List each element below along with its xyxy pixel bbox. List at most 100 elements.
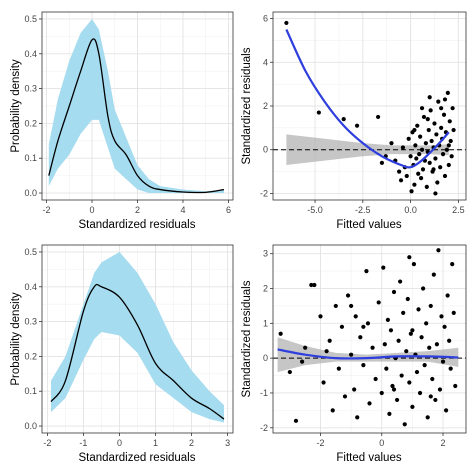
x-ticks-top-left: -2 0 2 4 6 <box>43 200 231 215</box>
y-tick-label: 0.4 <box>24 49 37 59</box>
data-point <box>421 286 426 291</box>
confidence-band <box>277 337 459 373</box>
data-point <box>361 324 366 329</box>
data-point <box>391 387 397 392</box>
x-tick-label: -1 <box>79 438 87 448</box>
data-point <box>397 169 402 174</box>
data-point <box>446 162 451 168</box>
data-point <box>426 127 431 133</box>
data-point <box>400 145 406 150</box>
data-point <box>318 314 323 319</box>
x-tick-label: 2.5 <box>452 205 465 215</box>
smooth-bottom-right <box>277 348 459 360</box>
data-point <box>293 418 299 423</box>
data-point <box>379 160 385 165</box>
data-point <box>448 138 453 144</box>
data-point <box>440 359 446 364</box>
data-point <box>399 373 404 378</box>
data-point <box>428 108 433 113</box>
data-point <box>341 117 346 122</box>
x-tick-label: 0 <box>90 205 95 215</box>
y-ticks-top-right: -2 0 2 4 6 <box>260 14 273 198</box>
data-point <box>342 394 348 399</box>
data-point <box>445 90 450 95</box>
data-point <box>354 123 360 128</box>
x-tick-label: 0.0 <box>404 205 417 215</box>
y-tick-label: -2 <box>260 188 268 198</box>
data-point <box>278 331 283 336</box>
x-tick-label: 6 <box>226 205 231 215</box>
x-tick-label: 3 <box>225 438 230 448</box>
data-point <box>448 366 453 371</box>
data-point <box>447 338 452 343</box>
data-point <box>446 143 451 148</box>
data-point <box>424 184 429 189</box>
data-point <box>370 345 375 350</box>
data-point <box>442 97 448 102</box>
data-point <box>416 307 421 312</box>
data-point <box>435 180 440 185</box>
data-point <box>404 173 409 179</box>
x-ticks-bottom-left: -2 -1 0 1 2 3 <box>43 433 230 448</box>
data-point <box>410 404 415 409</box>
data-point <box>433 156 438 161</box>
data-point <box>404 349 409 354</box>
x-tick-label: -2.5 <box>355 205 371 215</box>
x-tick-label: 0 <box>117 438 122 448</box>
data-point <box>443 408 449 413</box>
data-point <box>453 383 458 389</box>
y-tick-label: 0.1 <box>24 153 37 163</box>
data-point <box>447 119 452 124</box>
data-point <box>433 397 438 403</box>
data-point <box>379 390 384 396</box>
data-point <box>408 154 413 159</box>
data-point <box>442 324 447 329</box>
confidence-band <box>51 251 224 423</box>
data-point <box>431 272 436 277</box>
data-point <box>450 262 455 267</box>
data-point <box>387 411 392 416</box>
data-point <box>428 303 433 309</box>
y-tick-label: 4 <box>263 57 268 67</box>
data-point <box>284 20 289 26</box>
data-point <box>345 293 351 298</box>
smooth-top-right <box>285 29 450 169</box>
data-point <box>412 127 417 133</box>
data-point <box>451 127 456 133</box>
data-point <box>414 369 420 375</box>
data-point <box>442 173 448 179</box>
data-point <box>425 415 430 420</box>
confidence-band <box>48 18 224 194</box>
data-point <box>382 342 387 347</box>
data-point <box>309 282 314 288</box>
points-top-right <box>284 20 456 196</box>
data-point <box>361 363 366 368</box>
data-point <box>427 345 432 350</box>
x-axis-label: Fitted values <box>336 452 401 464</box>
band-bottom-right <box>277 337 459 373</box>
y-tick-label: 0 <box>263 145 268 155</box>
data-point <box>402 422 407 427</box>
data-point <box>449 154 454 159</box>
data-point <box>436 248 441 253</box>
data-point <box>389 141 394 146</box>
panel-border <box>41 244 234 434</box>
data-point <box>300 359 305 364</box>
data-point <box>405 296 410 302</box>
band-bottom-left <box>51 251 224 423</box>
y-tick-label: 0.1 <box>24 386 37 396</box>
data-point <box>444 147 449 152</box>
data-point <box>422 363 427 368</box>
x-ticks-bottom-right: -2 0 2 <box>316 433 446 448</box>
x-tick-label: 0 <box>379 438 384 448</box>
y-ticks-top-left: 0.0 0.1 0.2 0.3 0.4 0.5 <box>24 14 42 198</box>
data-point <box>324 349 329 354</box>
data-point <box>417 151 422 157</box>
data-point <box>427 95 432 100</box>
data-point <box>316 110 321 115</box>
y-tick-label: 0 <box>263 353 268 363</box>
y-axis-label: Probability density <box>10 59 22 153</box>
data-point <box>303 345 308 350</box>
data-point <box>409 189 414 194</box>
